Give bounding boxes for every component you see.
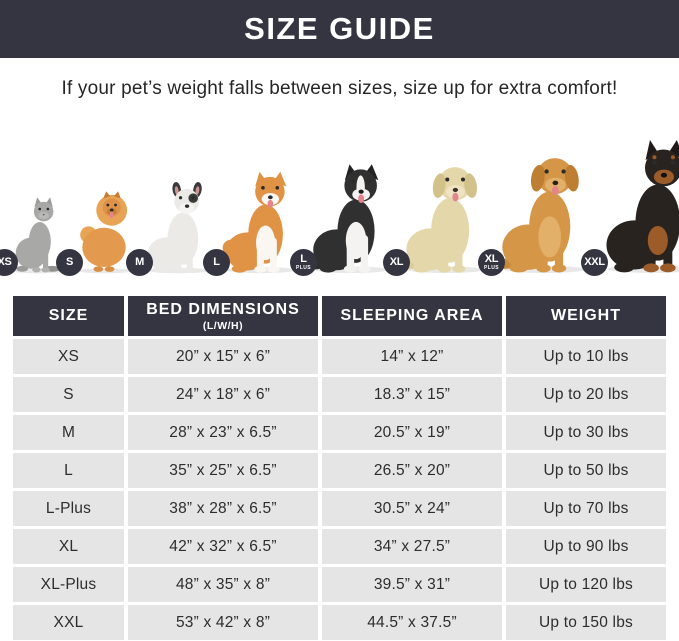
cell-sleeping-area: 26.5” x 20” [322, 453, 502, 488]
pet-figure-xs: XS [0, 196, 69, 276]
cell-size: XXL [13, 605, 124, 640]
size-badge-l-plus: L PLUS [290, 249, 317, 276]
cell-bed-dimensions: 48” x 35” x 8” [128, 567, 318, 602]
pet-figure-l-plus: L PLUS [290, 162, 396, 276]
cell-size: S [13, 377, 124, 412]
cell-size: XL [13, 529, 124, 564]
cat-icon [4, 196, 69, 274]
cell-bed-dimensions: 28” x 23” x 6.5” [128, 415, 318, 450]
size-table: SIZE BED DIMENSIONS (L/W/H) SLEEPING ARE… [13, 296, 666, 640]
pet-figure-l: L [203, 170, 303, 276]
size-badge-xl: XL [383, 249, 410, 276]
size-badge-m: M [126, 249, 153, 276]
column-header-size: SIZE [13, 296, 124, 336]
pet-figure-s: S [56, 190, 139, 276]
cell-bed-dimensions: 20” x 15” x 6” [128, 339, 318, 374]
cell-weight: Up to 10 lbs [506, 339, 666, 374]
cell-weight: Up to 150 lbs [506, 605, 666, 640]
cell-size: L [13, 453, 124, 488]
header-bar: SIZE GUIDE [0, 0, 679, 58]
cell-sleeping-area: 14” x 12” [322, 339, 502, 374]
cell-sleeping-area: 30.5” x 24” [322, 491, 502, 526]
pet-figure-xxl: XXL [581, 140, 679, 276]
doberman-icon [594, 140, 679, 274]
cell-bed-dimensions: 38” x 28” x 6.5” [128, 491, 318, 526]
cell-weight: Up to 120 lbs [506, 567, 666, 602]
cell-bed-dimensions: 53” x 42” x 8” [128, 605, 318, 640]
size-badge-xxl: XXL [581, 249, 608, 276]
page-title: SIZE GUIDE [244, 11, 435, 46]
subtitle: If your pet’s weight falls between sizes… [61, 78, 618, 99]
golden-retriever-icon [491, 150, 594, 274]
cell-weight: Up to 90 lbs [506, 529, 666, 564]
pomeranian-icon [69, 190, 139, 274]
french-bulldog-icon [139, 182, 216, 274]
column-header-weight: WEIGHT [506, 296, 666, 336]
cell-bed-dimensions: 35” x 25” x 6.5” [128, 453, 318, 488]
cell-sleeping-area: 18.3” x 15” [322, 377, 502, 412]
pet-size-lineup: XS S M L L PLUS XL [0, 120, 679, 296]
cell-weight: Up to 50 lbs [506, 453, 666, 488]
cell-sleeping-area: 34” x 27.5” [322, 529, 502, 564]
size-badge-l: L [203, 249, 230, 276]
cell-weight: Up to 70 lbs [506, 491, 666, 526]
pet-figure-m: M [126, 182, 216, 276]
shiba-inu-icon [216, 170, 303, 274]
border-collie-icon [303, 162, 396, 274]
cell-weight: Up to 20 lbs [506, 377, 666, 412]
pet-figure-xl-plus: XL PLUS [478, 150, 594, 276]
labrador-icon [396, 160, 491, 274]
cell-size: L-Plus [13, 491, 124, 526]
column-header-bed-dimensions: BED DIMENSIONS (L/W/H) [128, 296, 318, 336]
cell-weight: Up to 30 lbs [506, 415, 666, 450]
size-badge-xl-plus: XL PLUS [478, 249, 505, 276]
cell-sleeping-area: 20.5” x 19” [322, 415, 502, 450]
cell-sleeping-area: 39.5” x 31” [322, 567, 502, 602]
cell-sleeping-area: 44.5” x 37.5” [322, 605, 502, 640]
size-badge-s: S [56, 249, 83, 276]
cell-size: M [13, 415, 124, 450]
cell-bed-dimensions: 24” x 18” x 6” [128, 377, 318, 412]
size-badge-xs: XS [0, 249, 18, 276]
cell-size: XS [13, 339, 124, 374]
cell-bed-dimensions: 42” x 32” x 6.5” [128, 529, 318, 564]
cell-size: XL-Plus [13, 567, 124, 602]
column-header-sleeping-area: SLEEPING AREA [322, 296, 502, 336]
pet-figure-xl: XL [383, 160, 491, 276]
